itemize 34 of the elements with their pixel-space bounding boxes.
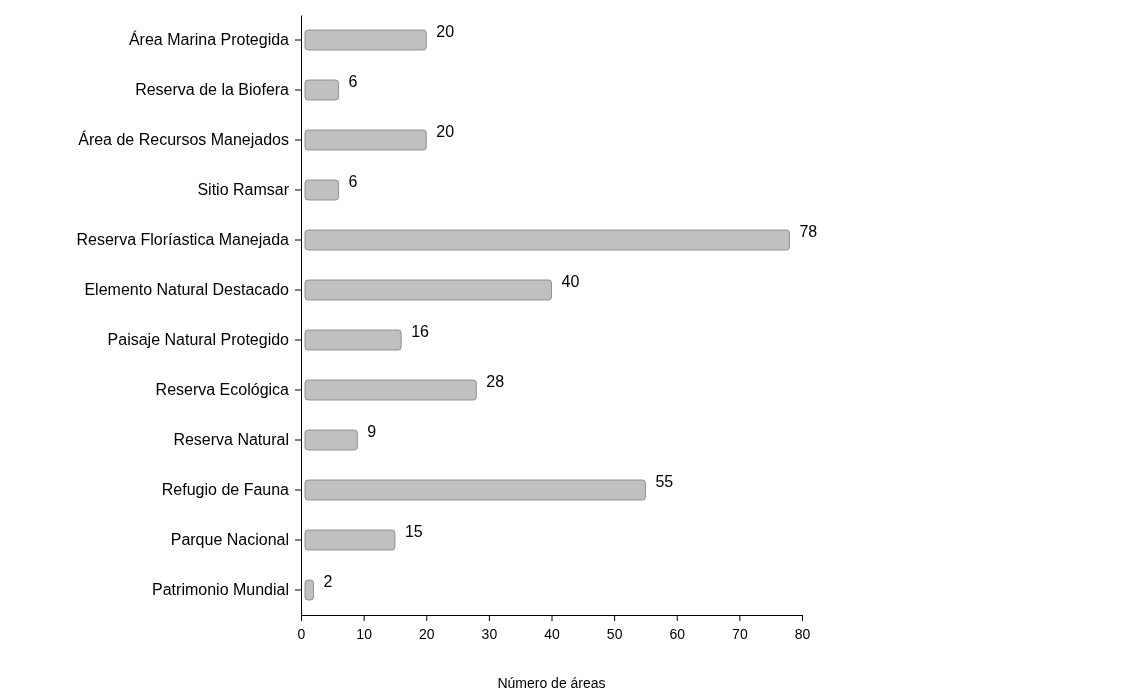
data-label: 15 <box>404 523 423 540</box>
x-tick-label: 30 <box>481 626 498 643</box>
y-tick-label: Refugio de Fauna <box>161 481 290 499</box>
data-label: 16 <box>411 323 430 340</box>
y-tick-label: Parque Nacional <box>170 531 289 549</box>
x-tick-label: 0 <box>297 626 306 643</box>
x-tick-label: 20 <box>418 626 435 643</box>
data-label: 20 <box>436 23 455 40</box>
y-tick-label: Reserva de la Biofera <box>135 81 290 99</box>
data-label: 9 <box>367 423 377 440</box>
x-tick-label: 50 <box>606 626 623 643</box>
y-tick-label: Paisaje Natural Protegido <box>107 331 290 349</box>
data-label: 55 <box>655 473 674 490</box>
x-tick-label: 80 <box>794 626 811 643</box>
data-label: 6 <box>348 173 358 190</box>
data-label: 2 <box>323 573 333 590</box>
x-tick-label: 10 <box>356 626 373 643</box>
data-label: 20 <box>436 123 455 140</box>
y-tick-label: Reserva Floríastica Manejada <box>76 231 290 249</box>
y-tick-label: Reserva Natural <box>173 431 289 449</box>
x-axis-title: Número de áreas <box>497 675 606 691</box>
x-tick-label: 40 <box>544 626 560 643</box>
data-label: 6 <box>348 73 358 90</box>
x-tick-label: 70 <box>732 626 748 643</box>
y-tick-label: Área Marina Protegida <box>128 30 290 49</box>
y-tick-label: Área de Recursos Manejados <box>78 130 289 149</box>
data-label: 78 <box>799 223 818 240</box>
y-tick-label: Reserva Ecológica <box>155 381 290 399</box>
data-label: 40 <box>561 273 580 290</box>
x-tick-label: 60 <box>669 626 686 643</box>
y-tick-label: Sitio Ramsar <box>197 181 290 199</box>
data-label: 28 <box>486 373 505 390</box>
y-tick-label: Patrimonio Mundial <box>152 581 289 599</box>
y-tick-label: Elemento Natural Destacado <box>84 281 290 299</box>
